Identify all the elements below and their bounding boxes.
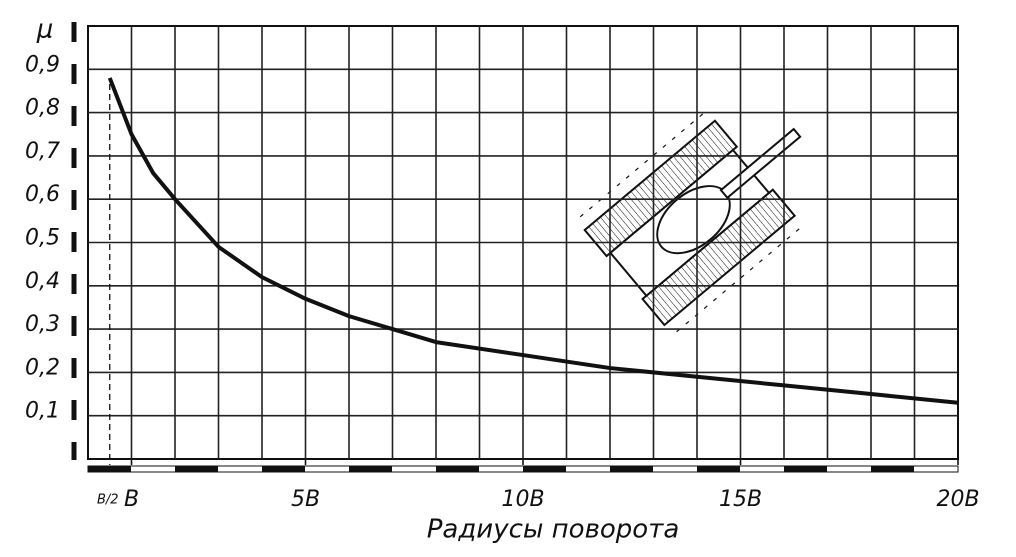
x-tick-label: 10B <box>501 487 544 512</box>
y-tick-label: 0,1 <box>25 399 60 424</box>
y-tick-label: 0,5 <box>25 226 60 251</box>
x-tick-label: 15B <box>719 487 762 512</box>
y-tick-label: 0,6 <box>25 182 60 207</box>
y-axis-label: μ <box>36 15 54 45</box>
scale-bar-frame <box>87 465 959 473</box>
y-tick-label: 0,9 <box>25 52 60 77</box>
x-tick-label: B/2 <box>97 493 119 508</box>
y-tick-label: 0,2 <box>25 355 60 380</box>
y-tick-label: 0,3 <box>25 312 60 337</box>
x-axis-label: Радиусы поворота <box>427 515 680 545</box>
y-tick-label: 0,4 <box>25 269 60 294</box>
x-tick-label: 20B <box>936 487 979 512</box>
data-line <box>107 77 959 405</box>
tank-illustration <box>579 113 802 333</box>
y-tick-label: 0,8 <box>25 96 60 121</box>
y-tick-label: 0,7 <box>25 139 60 164</box>
x-tick-label: 5B <box>291 487 320 512</box>
x-tick-label: B <box>124 487 139 512</box>
